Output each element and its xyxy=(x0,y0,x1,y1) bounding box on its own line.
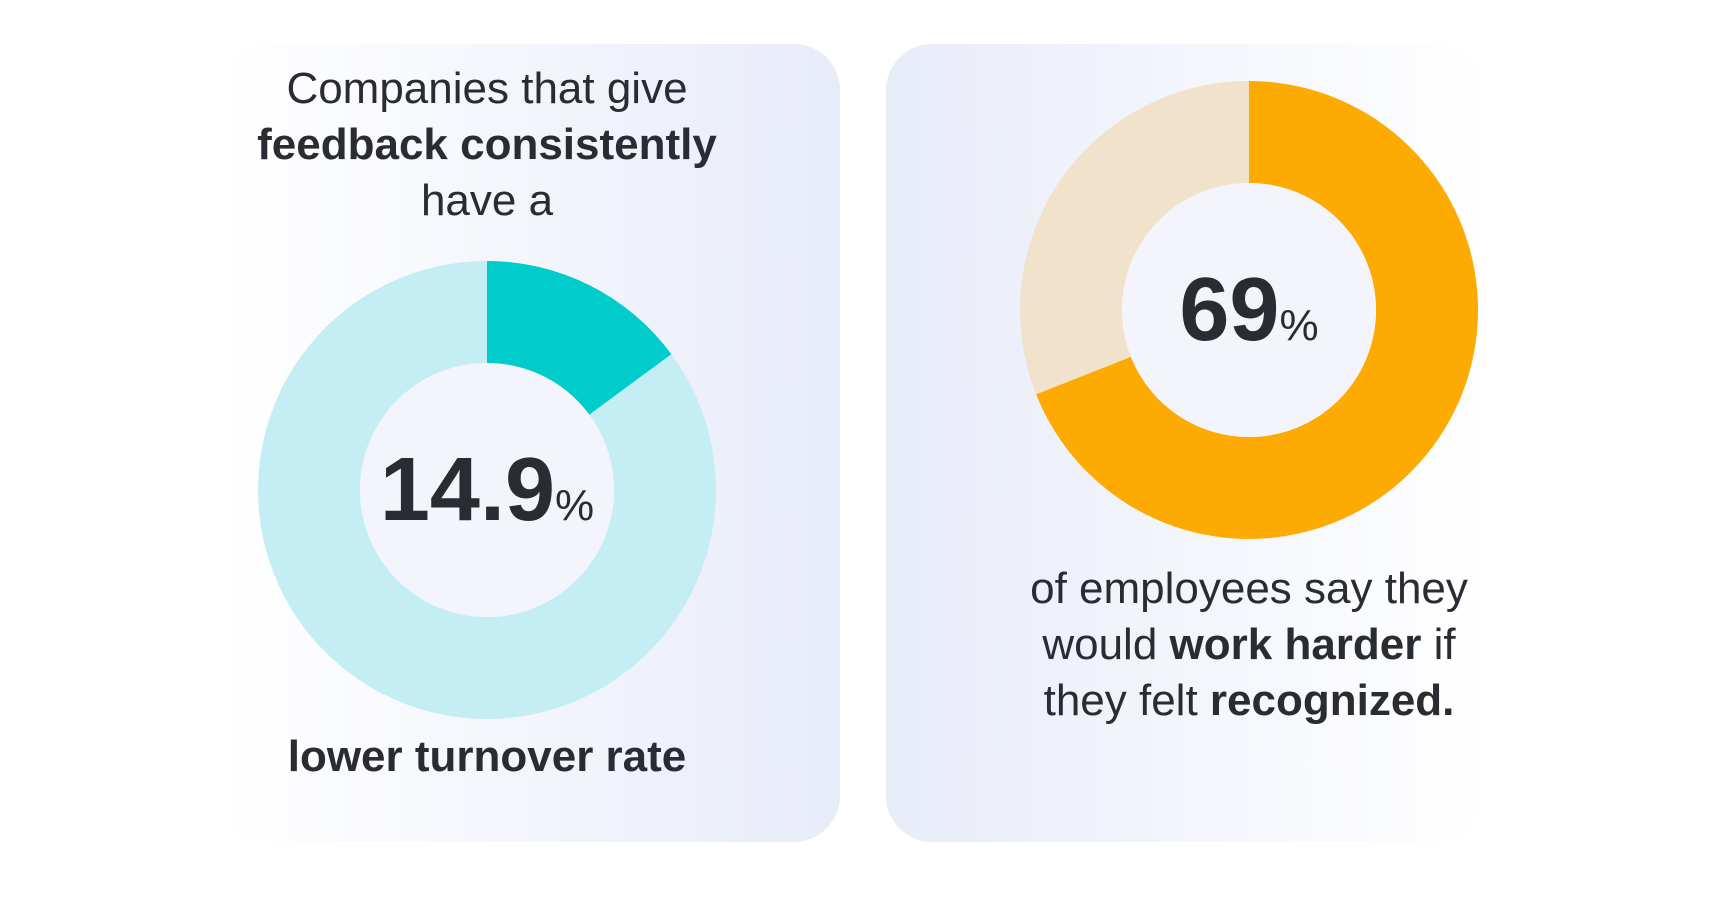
caption-text: work harder xyxy=(1169,620,1422,669)
caption-line: they felt recognized. xyxy=(1044,676,1455,725)
caption-text: Companies that give xyxy=(286,64,687,113)
caption-text: if xyxy=(1421,620,1456,669)
caption-line: of employees say they xyxy=(1030,564,1468,613)
value-number: 69 xyxy=(1179,260,1279,360)
donut-segment xyxy=(1036,81,1479,539)
donut-segment xyxy=(258,261,716,720)
value-label: 69% xyxy=(1179,260,1318,360)
caption-line: have a xyxy=(421,176,554,225)
donut-segment xyxy=(487,261,672,415)
donut-segment xyxy=(1020,81,1249,395)
caption-text: would xyxy=(1041,620,1169,669)
caption-text: lower turnover rate xyxy=(288,732,687,781)
caption-text: have a xyxy=(421,176,554,225)
caption-line: Companies that give xyxy=(286,64,687,113)
value-unit: % xyxy=(1279,301,1318,350)
caption-text: recognized. xyxy=(1210,676,1455,725)
caption-text: they felt xyxy=(1044,676,1210,725)
caption-text: of employees say they xyxy=(1030,564,1468,613)
caption-text: feedback consistently xyxy=(257,120,717,169)
caption-line: would work harder if xyxy=(1041,620,1456,669)
value-label: 14.9% xyxy=(380,440,594,540)
donut-hole xyxy=(360,363,614,617)
value-unit: % xyxy=(555,481,594,530)
caption-line: feedback consistently xyxy=(257,120,717,169)
donut-hole xyxy=(1122,183,1376,437)
value-number: 14.9 xyxy=(380,440,555,540)
caption-line: lower turnover rate xyxy=(288,732,687,781)
